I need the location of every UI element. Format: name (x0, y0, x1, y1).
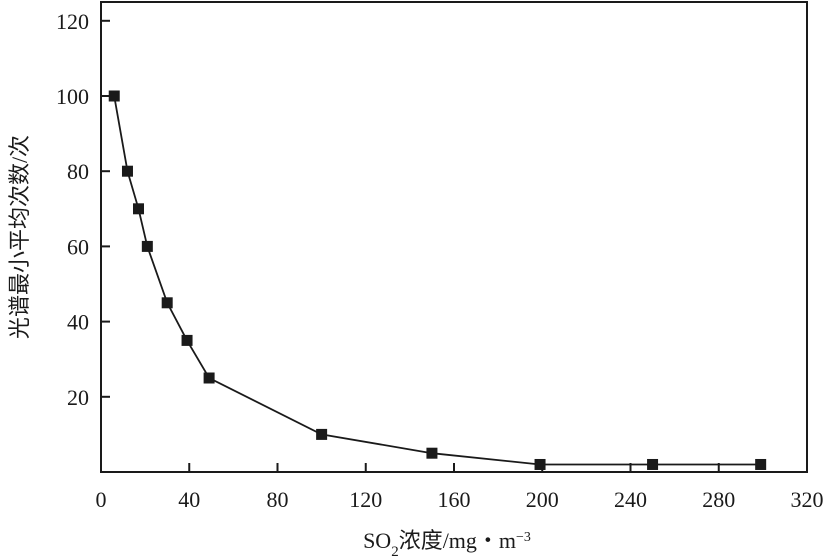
series-line (113, 95, 761, 466)
series-markers (108, 90, 767, 470)
x-tick-label: 280 (702, 487, 735, 512)
y-tick-label: 20 (67, 385, 89, 410)
y-tick-label: 100 (56, 84, 89, 109)
data-point (316, 428, 328, 440)
x-tick-label: 200 (526, 487, 559, 512)
x-tick-label: 320 (791, 487, 824, 512)
data-point (141, 240, 153, 252)
data-point (108, 90, 120, 102)
y-axis-label: 光谱最小平均次数/次 (7, 135, 32, 339)
x-axis-label-subscript: 2 (391, 544, 399, 560)
x-axis-label: SO2浓度/mg・m−3 (363, 528, 531, 560)
data-point (755, 458, 767, 470)
data-point (121, 165, 133, 177)
x-tick-label: 120 (349, 487, 382, 512)
x-tick-label: 160 (438, 487, 471, 512)
x-tick-label: 0 (96, 487, 107, 512)
y-axis: 20 40 60 80 100 120 (56, 9, 110, 410)
data-point (181, 334, 193, 346)
y-tick-label: 80 (67, 159, 89, 184)
plot-frame (100, 1, 808, 473)
data-point (534, 458, 546, 470)
y-tick-label: 120 (56, 9, 89, 34)
data-point (161, 297, 173, 309)
y-tick-label: 60 (67, 234, 89, 259)
x-axis-label-prefix: SO (363, 528, 391, 553)
data-point (133, 203, 145, 215)
x-axis-label-superscript: −3 (516, 530, 531, 545)
data-point (647, 458, 659, 470)
x-tick-label: 40 (178, 487, 200, 512)
x-axis-label-suffix: 浓度/mg・m (399, 528, 516, 553)
data-point (203, 372, 215, 384)
x-axis: 0 40 80 120 160 200 240 280 320 (96, 463, 824, 512)
x-tick-label: 80 (267, 487, 289, 512)
x-tick-label: 240 (614, 487, 647, 512)
data-point (426, 447, 438, 459)
y-tick-label: 40 (67, 310, 89, 335)
